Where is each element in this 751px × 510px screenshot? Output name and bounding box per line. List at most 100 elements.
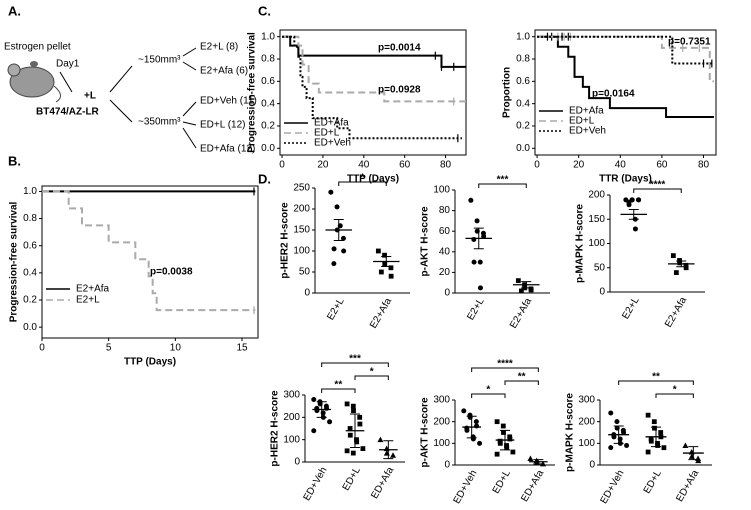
- y-tick-label: 40: [439, 246, 451, 257]
- y-tick-label: 0.8: [516, 54, 530, 65]
- data-point: [494, 419, 500, 425]
- size-label: ~150mm³: [138, 55, 181, 66]
- data-point: [518, 288, 524, 294]
- y-axis-title: p-AKT H-score: [420, 206, 431, 276]
- panel-label: A.: [8, 3, 21, 18]
- y-tick-label: 150: [588, 214, 605, 225]
- significance-bracket: [338, 181, 387, 186]
- group-label: E2+Afa (6): [200, 66, 248, 77]
- significance-bracket: [321, 388, 356, 393]
- data-point: [621, 430, 627, 435]
- data-point: [388, 273, 394, 279]
- arrow: [182, 101, 197, 117]
- x-tick-label: 20: [317, 160, 329, 171]
- data-point: [477, 259, 483, 265]
- data-point: [682, 442, 689, 448]
- category-label: ED+L: [491, 468, 513, 496]
- plot-frame: [279, 29, 467, 156]
- y-tick-label: 0.4: [23, 267, 37, 278]
- data-point: [311, 396, 317, 402]
- data-point: [497, 440, 503, 446]
- x-tick-label: 10: [170, 343, 182, 354]
- y-tick-label: 0.0: [23, 322, 37, 333]
- category-label: ED+Afa: [369, 465, 396, 501]
- y-tick-label: 0: [599, 287, 605, 298]
- significance-label: *: [673, 385, 677, 396]
- y-tick-label: 0: [304, 288, 310, 299]
- data-point: [388, 265, 394, 271]
- data-point: [632, 226, 638, 232]
- group-label: ED+Afa (12): [200, 144, 255, 155]
- category-label: E2+Afa: [508, 296, 534, 331]
- data-point: [344, 401, 350, 407]
- y-tick-label: 0.6: [261, 76, 275, 87]
- category-label: E2+Afa: [368, 296, 394, 331]
- y-tick-label: 100: [293, 246, 310, 257]
- data-point: [608, 410, 614, 416]
- error-bar: [381, 255, 392, 268]
- x-tick-label: 40: [615, 160, 627, 171]
- survival-curve: [537, 35, 714, 65]
- y-tick-label: 300: [283, 390, 300, 401]
- y-tick-label: 0.2: [516, 121, 530, 132]
- y-tick-label: 0.4: [261, 98, 275, 109]
- significance-label: ***: [349, 354, 361, 365]
- data-point: [360, 446, 366, 451]
- legend-label: ED+L: [314, 128, 340, 139]
- data-point: [354, 439, 360, 445]
- plot-frame: [534, 29, 717, 156]
- y-tick-label: 0: [444, 460, 450, 471]
- significance-bracket: [633, 188, 682, 193]
- x-tick-label: 0: [279, 160, 285, 171]
- data-point: [347, 426, 353, 431]
- data-point: [347, 432, 353, 438]
- y-axis-title: p-MAPK H-score: [565, 393, 576, 472]
- error-bar: [628, 209, 639, 220]
- data-point: [515, 278, 521, 284]
- data-point: [645, 449, 651, 455]
- data-point: [481, 233, 487, 239]
- p-value: p=0.0014: [378, 43, 421, 54]
- error-bar: [316, 401, 327, 418]
- data-point: [677, 260, 683, 266]
- significance-bracket: [471, 393, 506, 398]
- y-axis-title: Proportion: [502, 67, 513, 118]
- error-bar: [333, 219, 344, 241]
- x-tick-label: 20: [573, 160, 585, 171]
- significance-bracket: [321, 362, 389, 367]
- significance-bracket: [478, 183, 527, 188]
- arrow: [182, 47, 197, 57]
- data-point: [471, 259, 477, 265]
- y-tick-label: 100: [433, 185, 450, 196]
- arrow: [182, 127, 197, 149]
- significance-bracket: [471, 367, 539, 372]
- y-tick-label: 0: [444, 288, 450, 299]
- day-label: Day1: [56, 59, 80, 70]
- y-tick-label: 200: [283, 412, 300, 423]
- mouse-ear: [7, 63, 21, 77]
- significance-bracket: [504, 380, 539, 385]
- survival-curve: [282, 35, 462, 140]
- data-point: [331, 261, 337, 267]
- x-tick-label: 80: [698, 160, 710, 171]
- data-point: [494, 451, 500, 457]
- data-point: [461, 408, 467, 414]
- y-tick-label: 0.0: [261, 143, 275, 154]
- x-tick-label: 15: [236, 343, 248, 354]
- data-point: [468, 197, 474, 203]
- significance-bracket: [618, 380, 694, 385]
- pellet: [30, 61, 38, 67]
- p-value: p=0.0928: [378, 85, 421, 96]
- data-point: [645, 412, 651, 418]
- error-bar: [466, 415, 477, 439]
- plot-frame: [41, 185, 259, 339]
- data-point: [331, 246, 337, 252]
- data-point: [510, 449, 516, 455]
- y-axis-title: p-HER2 H-score: [270, 390, 281, 467]
- data-point: [382, 261, 388, 266]
- category-label: ED+Veh: [302, 465, 330, 503]
- panel-label: B.: [8, 153, 21, 168]
- x-tick-label: 0: [39, 343, 45, 354]
- y-tick-label: 100: [433, 438, 450, 449]
